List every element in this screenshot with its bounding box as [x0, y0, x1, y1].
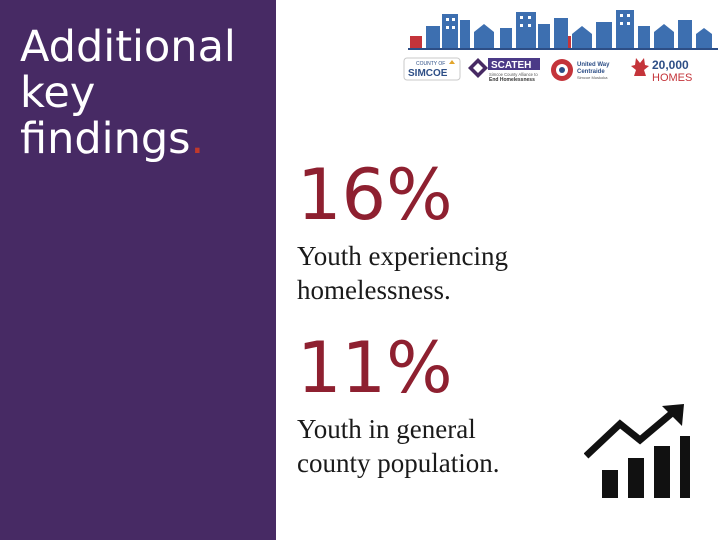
- skyline-icon: [408, 10, 718, 50]
- partner-logo-strip: COUNTY OF SIMCOE SCATEH Simcoe County Al…: [400, 6, 718, 86]
- united-way-logo: United Way Centraide Simcoe Muskoka: [551, 59, 610, 81]
- scateh-tagline-2: End Homelessness: [489, 77, 535, 83]
- county-logo: COUNTY OF SIMCOE: [403, 57, 461, 81]
- county-logo-small: COUNTY OF: [416, 61, 445, 67]
- stat-value: 11%: [297, 327, 453, 409]
- slide-title: Additional key findings.: [20, 24, 276, 162]
- stat-description: Youth experiencing homelessness.: [297, 239, 597, 307]
- title-line-2: key: [20, 68, 96, 118]
- campaign-logo: 20,000 HOMES: [631, 58, 692, 84]
- stat-description: Youth in general county population.: [297, 412, 597, 480]
- stat-description-line-1: Youth in general: [297, 414, 476, 444]
- campaign-line-1: 20,000: [652, 58, 689, 72]
- title-line-1: Additional: [20, 22, 236, 72]
- title-line-3-text: findings: [20, 114, 191, 164]
- stat-value: 16%: [297, 154, 453, 236]
- campaign-line-2: HOMES: [652, 72, 692, 84]
- scateh-tagline-1: Simcoe County Alliance to: [489, 72, 538, 77]
- side-panel: Additional key findings.: [0, 0, 276, 540]
- maple-leaf-icon: [631, 58, 649, 76]
- title-line-3: findings.: [20, 116, 276, 162]
- united-way-line-1: United Way: [577, 62, 610, 68]
- scateh-logo: SCATEH Simcoe County Alliance to End Hom…: [468, 58, 540, 83]
- crest-icon: [449, 60, 455, 64]
- county-logo-name: SIMCOE: [408, 68, 448, 79]
- stat-description-line-2: homelessness.: [297, 275, 451, 305]
- stat-description-line-1: Youth experiencing: [297, 241, 508, 271]
- stat-description-line-2: county population.: [297, 448, 500, 478]
- title-dot: .: [190, 114, 205, 164]
- united-way-line-3: Simcoe Muskoka: [577, 75, 608, 80]
- partner-logos: COUNTY OF SIMCOE SCATEH Simcoe County Al…: [403, 57, 692, 84]
- scateh-logo-name: SCATEH: [491, 60, 531, 71]
- united-way-line-2: Centraide: [577, 69, 605, 75]
- chart-growth-icon: [584, 404, 690, 498]
